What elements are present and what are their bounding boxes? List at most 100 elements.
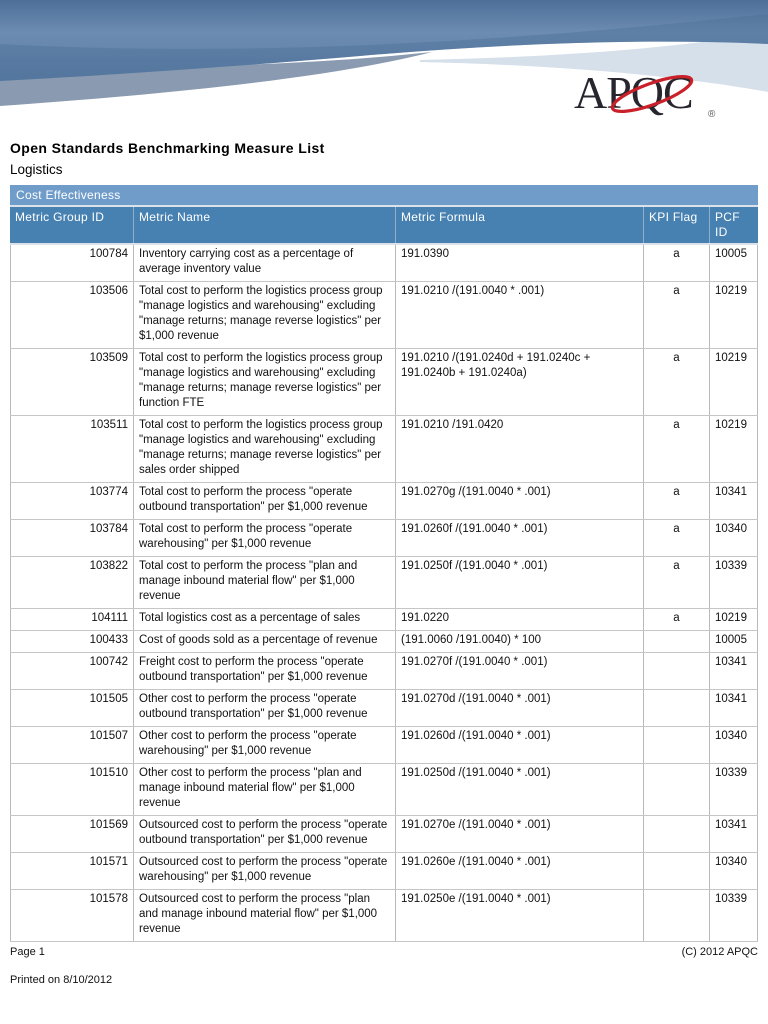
cell-metric-name: Total cost to perform the process "opera… [134, 520, 396, 556]
cell-metric-formula: 191.0270e /(191.0040 * .001) [396, 816, 644, 852]
table-section-header: Cost Effectiveness [10, 185, 758, 207]
cell-kpi-flag: a [644, 557, 710, 608]
wave-dark-sweep [0, 14, 768, 81]
cell-metric-name: Freight cost to perform the process "ope… [134, 653, 396, 689]
cell-pcf-id: 10219 [710, 349, 758, 415]
cell-metric-group-id: 101507 [10, 727, 134, 763]
cell-metric-group-id: 101510 [10, 764, 134, 815]
cell-metric-group-id: 101578 [10, 890, 134, 941]
cell-kpi-flag: a [644, 349, 710, 415]
cell-kpi-flag: a [644, 483, 710, 519]
table-row: 101578 Outsourced cost to perform the pr… [10, 890, 758, 942]
cell-kpi-flag [644, 653, 710, 689]
cell-metric-name: Other cost to perform the process "opera… [134, 690, 396, 726]
page-subtitle: Logistics [10, 162, 63, 177]
cell-metric-name: Other cost to perform the process "plan … [134, 764, 396, 815]
cell-metric-formula: 191.0260d /(191.0040 * .001) [396, 727, 644, 763]
cell-metric-formula: 191.0270d /(191.0040 * .001) [396, 690, 644, 726]
cell-kpi-flag [644, 727, 710, 763]
table-row: 103784 Total cost to perform the process… [10, 520, 758, 557]
cell-metric-name: Other cost to perform the process "opera… [134, 727, 396, 763]
cell-metric-formula: 191.0250f /(191.0040 * .001) [396, 557, 644, 608]
cell-pcf-id: 10005 [710, 245, 758, 281]
cell-metric-group-id: 100433 [10, 631, 134, 652]
cell-metric-formula: (191.0060 /191.0040) * 100 [396, 631, 644, 652]
cell-metric-formula: 191.0250d /(191.0040 * .001) [396, 764, 644, 815]
wave-gray-left [0, 52, 432, 106]
cell-kpi-flag [644, 764, 710, 815]
page-title: Open Standards Benchmarking Measure List [10, 140, 325, 156]
cell-metric-group-id: 101569 [10, 816, 134, 852]
cell-kpi-flag [644, 690, 710, 726]
cell-metric-group-id: 104111 [10, 609, 134, 630]
table-row: 101571 Outsourced cost to perform the pr… [10, 853, 758, 890]
cell-metric-formula: 191.0210 /(191.0040 * .001) [396, 282, 644, 348]
cell-metric-group-id: 101505 [10, 690, 134, 726]
cell-metric-formula: 191.0250e /(191.0040 * .001) [396, 890, 644, 941]
cell-metric-formula: 191.0390 [396, 245, 644, 281]
table-row: 100433 Cost of goods sold as a percentag… [10, 631, 758, 653]
apqc-swoosh-icon [610, 74, 694, 114]
table-row: 101507 Other cost to perform the process… [10, 727, 758, 764]
copyright-notice: (C) 2012 APQC [681, 946, 758, 958]
page-number: Page 1 [10, 946, 45, 958]
cell-kpi-flag: a [644, 520, 710, 556]
cell-metric-formula: 191.0270f /(191.0040 * .001) [396, 653, 644, 689]
cell-metric-formula: 191.0260e /(191.0040 * .001) [396, 853, 644, 889]
apqc-logo: APQC ® [574, 68, 716, 120]
cell-metric-name: Outsourced cost to perform the process "… [134, 890, 396, 941]
cell-pcf-id: 10341 [710, 690, 758, 726]
cell-pcf-id: 10219 [710, 282, 758, 348]
cell-pcf-id: 10219 [710, 416, 758, 482]
table-row: 101569 Outsourced cost to perform the pr… [10, 816, 758, 853]
cell-kpi-flag: a [644, 609, 710, 630]
page-footer: Page 1 (C) 2012 APQC [10, 945, 758, 959]
cell-pcf-id: 10219 [710, 609, 758, 630]
cell-metric-name: Inventory carrying cost as a percentage … [134, 245, 396, 281]
cell-metric-formula: 191.0220 [396, 609, 644, 630]
registered-mark-icon: ® [708, 109, 716, 120]
cell-pcf-id: 10339 [710, 557, 758, 608]
cell-metric-name: Total cost to perform the process "plan … [134, 557, 396, 608]
cell-metric-group-id: 103509 [10, 349, 134, 415]
table-row: 100784 Inventory carrying cost as a perc… [10, 245, 758, 282]
cell-pcf-id: 10340 [710, 520, 758, 556]
cell-kpi-flag [644, 890, 710, 941]
cell-kpi-flag [644, 816, 710, 852]
measures-table: Cost Effectiveness Metric Group ID Metri… [10, 185, 758, 942]
cell-pcf-id: 10341 [710, 483, 758, 519]
table-row: 103822 Total cost to perform the process… [10, 557, 758, 609]
cell-metric-name: Cost of goods sold as a percentage of re… [134, 631, 396, 652]
cell-kpi-flag [644, 631, 710, 652]
cell-metric-group-id: 103784 [10, 520, 134, 556]
wave-main-blue [0, 0, 768, 81]
table-row: 103774 Total cost to perform the process… [10, 483, 758, 520]
cell-pcf-id: 10341 [710, 816, 758, 852]
table-row: 100742 Freight cost to perform the proce… [10, 653, 758, 690]
cell-kpi-flag: a [644, 282, 710, 348]
column-header-pcf-id: PCF ID [715, 210, 740, 239]
cell-metric-group-id: 100742 [10, 653, 134, 689]
cell-pcf-id: 10340 [710, 727, 758, 763]
printed-date: Printed on 8/10/2012 [10, 974, 113, 986]
column-header-metric-formula: Metric Formula [396, 207, 644, 243]
cell-metric-formula: 191.0210 /191.0420 [396, 416, 644, 482]
cell-metric-formula: 191.0210 /(191.0240d + 191.0240c + 191.0… [396, 349, 644, 415]
page-content: Open Standards Benchmarking Measure List… [10, 141, 758, 987]
table-header-row: Metric Group ID Metric Name Metric Formu… [10, 207, 758, 245]
table-row: 104111 Total logistics cost as a percent… [10, 609, 758, 631]
cell-metric-name: Total cost to perform the logistics proc… [134, 349, 396, 415]
column-header-kpi-flag: KPI Flag [644, 207, 710, 243]
cell-metric-name: Total cost to perform the logistics proc… [134, 416, 396, 482]
column-header-metric-name: Metric Name [134, 207, 396, 243]
cell-pcf-id: 10339 [710, 764, 758, 815]
column-header-metric-group-id: Metric Group ID [10, 207, 134, 243]
cell-metric-name: Outsourced cost to perform the process "… [134, 816, 396, 852]
cell-metric-group-id: 103506 [10, 282, 134, 348]
cell-metric-group-id: 101571 [10, 853, 134, 889]
cell-metric-group-id: 100784 [10, 245, 134, 281]
cell-pcf-id: 10339 [710, 890, 758, 941]
cell-kpi-flag [644, 853, 710, 889]
cell-pcf-id: 10341 [710, 653, 758, 689]
table-row: 103511 Total cost to perform the logisti… [10, 416, 758, 483]
